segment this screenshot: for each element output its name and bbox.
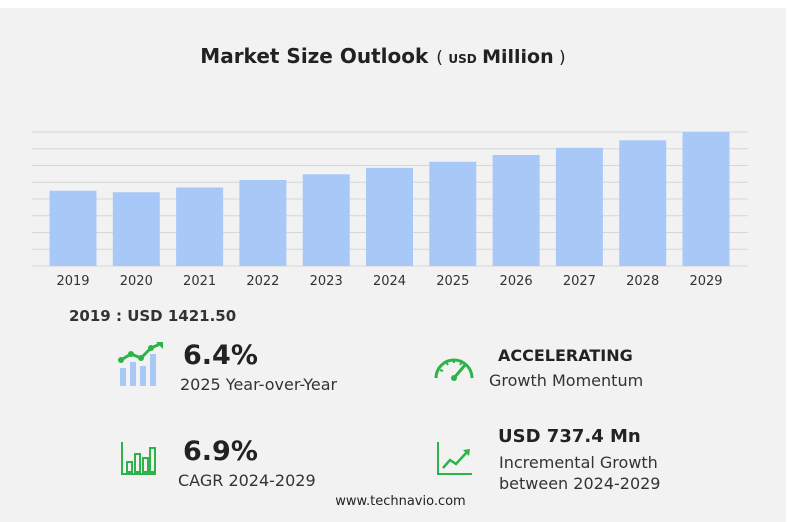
bar-2020 [112, 192, 160, 266]
chart-unit: ( USD Million ) [436, 46, 566, 68]
trend-line-icon [437, 442, 472, 475]
bar-2027 [555, 147, 603, 266]
growth-bars-icon [118, 342, 163, 386]
bar-chart-icon [121, 442, 156, 475]
incremental-value: USD 737.4 Mn [498, 426, 641, 447]
x-tick-label: 2026 [500, 274, 533, 289]
unit-main: Million [482, 46, 554, 68]
momentum-value: ACCELERATING [498, 346, 633, 365]
speedometer-icon [434, 358, 474, 381]
bar-2022 [239, 179, 287, 266]
chart-title: Market Size Outlook ( USD Million ) [0, 44, 766, 68]
x-tick-label: 2029 [689, 274, 722, 289]
x-tick-label: 2027 [563, 274, 596, 289]
cagr-label: CAGR 2024-2029 [178, 471, 316, 490]
bar-2019 [49, 190, 97, 266]
bar-2025 [429, 161, 477, 266]
yoy-label: 2025 Year-over-Year [180, 375, 338, 394]
x-tick-label: 2020 [120, 274, 153, 289]
bar-2026 [492, 155, 540, 266]
bar-2023 [302, 174, 350, 266]
unit-prefix: USD [448, 52, 477, 66]
incremental-label-2: between 2024-2029 [499, 474, 661, 493]
bar-2021 [176, 187, 224, 266]
bar-chart: 2019 2020 2021 2022 2023 2024 2025 2026 2027 2028… [32, 131, 748, 289]
x-tick-label: 2025 [436, 274, 469, 289]
x-tick-label: 2022 [246, 274, 279, 289]
cagr-value: 6.9% [183, 436, 258, 467]
incremental-label-1: Incremental Growth [499, 453, 658, 472]
x-tick-label: 2028 [626, 274, 659, 289]
x-tick-label: 2024 [373, 274, 406, 289]
chart-title-text: Market Size Outlook [200, 44, 429, 68]
bar-2029 [682, 132, 730, 266]
base-year-label: 2019 : USD 1421.50 [69, 307, 237, 325]
bar-2024 [366, 167, 413, 266]
footer-url: www.technavio.com [335, 494, 466, 509]
momentum-label: Growth Momentum [489, 371, 644, 390]
bar-2028 [619, 140, 667, 266]
x-tick-label: 2023 [310, 274, 343, 289]
x-tick-label: 2019 [56, 274, 89, 289]
yoy-value: 6.4% [183, 340, 258, 371]
x-tick-label: 2021 [183, 274, 216, 289]
